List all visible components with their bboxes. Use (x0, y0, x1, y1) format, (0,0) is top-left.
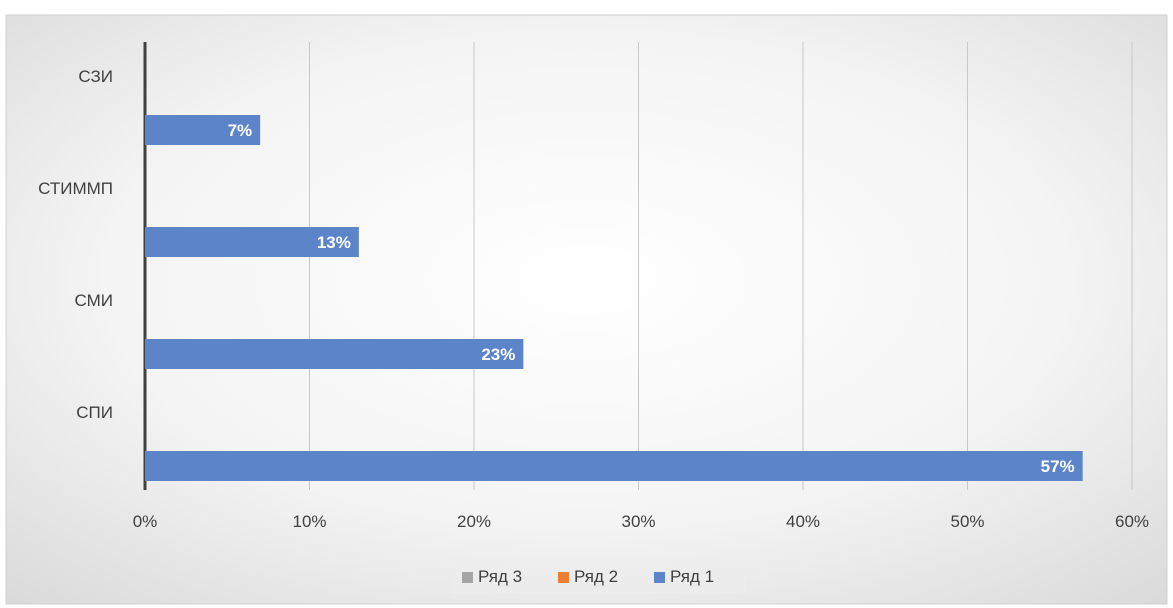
category-label: СТИММП (38, 179, 113, 198)
legend-label: Ряд 2 (574, 567, 618, 586)
category-label: СЗИ (78, 67, 113, 86)
bar (145, 115, 261, 145)
legend-label: Ряд 3 (478, 567, 522, 586)
x-tick-label: 50% (950, 512, 984, 531)
data-label: 23% (481, 345, 515, 364)
category-label: СМИ (75, 291, 113, 310)
x-tick-label: 0% (133, 512, 158, 531)
bar (145, 339, 524, 369)
legend-box (452, 560, 746, 594)
bar (145, 451, 1083, 481)
x-tick-label: 30% (621, 512, 655, 531)
legend-swatch (462, 572, 473, 583)
chart-background (5, 14, 1168, 605)
bar (145, 227, 359, 257)
category-label: СПИ (76, 403, 113, 422)
x-tick-label: 40% (786, 512, 820, 531)
legend-label: Ряд 1 (670, 567, 714, 586)
legend-swatch (654, 572, 665, 583)
data-label: 13% (317, 233, 351, 252)
x-tick-label: 10% (292, 512, 326, 531)
data-label: 7% (228, 121, 253, 140)
x-tick-label: 60% (1115, 512, 1149, 531)
legend-swatch (558, 572, 569, 583)
data-label: 57% (1041, 457, 1075, 476)
x-tick-label: 20% (457, 512, 491, 531)
